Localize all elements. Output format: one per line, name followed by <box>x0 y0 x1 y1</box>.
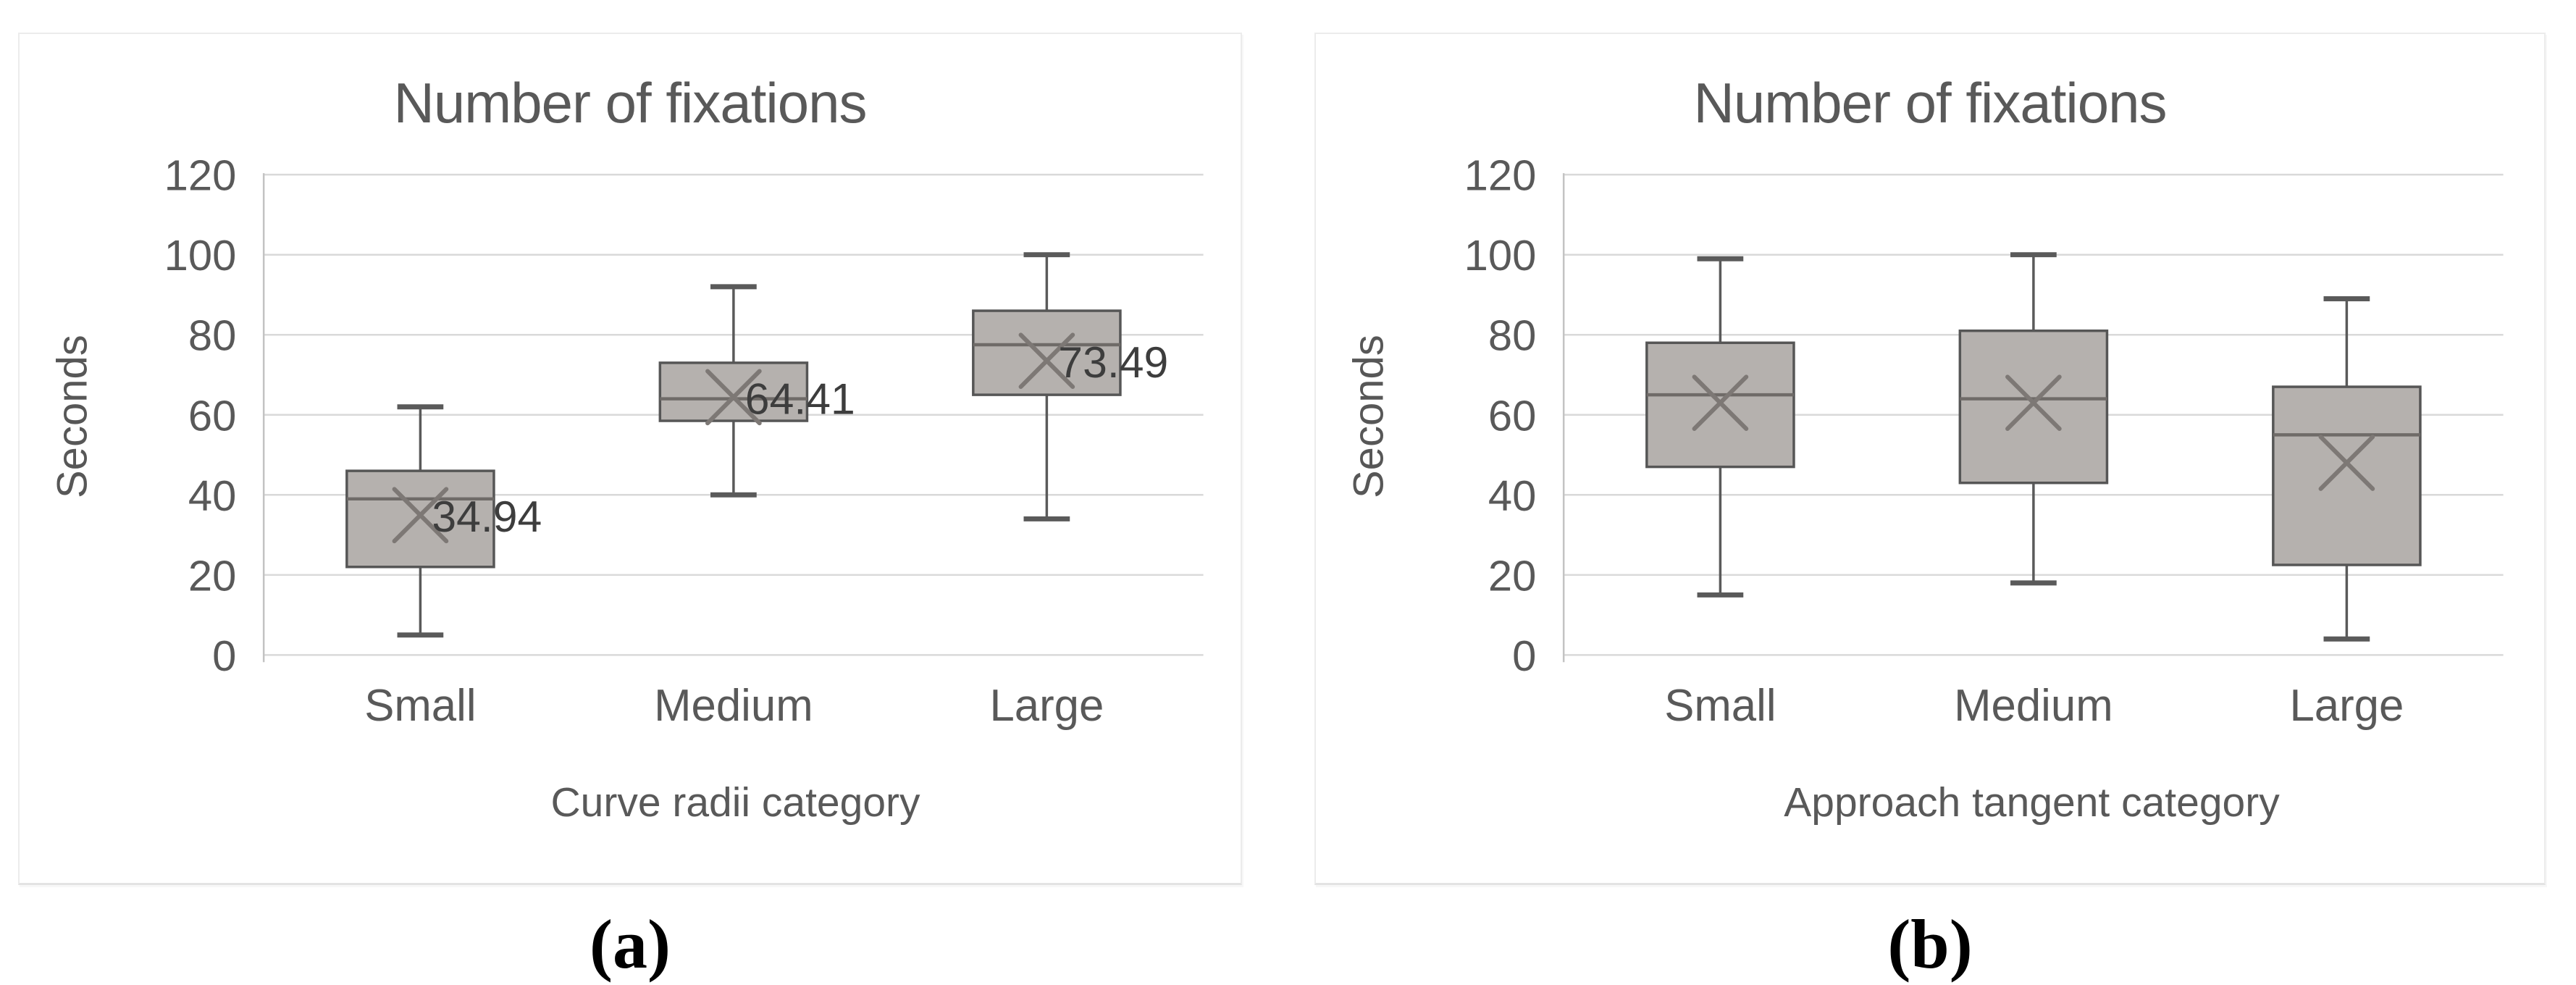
mean-value-label: 34.94 <box>432 492 542 541</box>
boxplot-canvas-a: 0 20 40 60 80 100 120 Small Medium Large 34.94 64.4… <box>164 151 1204 731</box>
mean-value-label: 64.41 <box>745 374 855 423</box>
y-tick-label-60: 60 <box>188 391 236 440</box>
y-tick-label-120: 120 <box>164 151 237 200</box>
subfigure-caption-a: (a) <box>590 905 671 983</box>
mean-x-marker <box>705 369 762 426</box>
box-large: 73.49 <box>972 252 1168 521</box>
mean-x-marker <box>1018 332 1075 390</box>
y-tick-label-100: 100 <box>164 231 237 280</box>
y-tick-label-100: 100 <box>1464 231 1537 280</box>
chart-title-a: Number of fixations <box>393 71 868 135</box>
y-tick-label-40: 40 <box>1488 471 1536 520</box>
x-category-label-medium: Medium <box>654 681 813 731</box>
mean-value-label: 73.49 <box>1058 338 1168 387</box>
iqr-box <box>2272 385 2422 566</box>
mean-x-marker <box>2318 435 2375 491</box>
x-category-label-large: Large <box>2289 681 2404 731</box>
y-tick-label-0: 0 <box>1512 632 1536 680</box>
y-tick-label-0: 0 <box>212 632 236 680</box>
y-tick-label-20: 20 <box>1488 551 1536 600</box>
chart-panel-b: Number of fixations Seconds 0 20 40 60 80 100… <box>1314 33 2546 885</box>
y-tick-label-20: 20 <box>188 551 236 600</box>
mean-x-marker <box>1692 374 1749 432</box>
chart-title-b: Number of fixations <box>1693 71 2168 135</box>
y-tick-label-120: 120 <box>1464 151 1537 200</box>
box-large <box>2272 296 2422 642</box>
y-tick-label-60: 60 <box>1488 391 1536 440</box>
x-axis-title-b: Approach tangent category <box>1784 779 2280 826</box>
iqr-box <box>658 361 809 422</box>
boxplot-canvas-b: 0 20 40 60 80 100 120 Small Medium Large <box>1464 151 2504 731</box>
mean-x-marker <box>2005 374 2062 432</box>
y-tick-label-40: 40 <box>188 471 236 520</box>
y-tick-label-80: 80 <box>1488 311 1536 360</box>
box-small: 34.94 <box>345 404 542 638</box>
box-medium <box>1958 252 2109 586</box>
y-tick-label-80: 80 <box>188 311 236 360</box>
box-small <box>1645 256 1795 598</box>
x-category-label-small: Small <box>1664 681 1776 731</box>
iqr-box <box>1958 329 2109 485</box>
chart-panel-a: Number of fixations Seconds 0 20 40 60 80 100… <box>18 33 1242 885</box>
x-category-label-small: Small <box>364 681 476 731</box>
mean-x-marker <box>392 487 449 544</box>
box-medium: 64.41 <box>658 284 855 498</box>
x-category-label-medium: Medium <box>1954 681 2113 731</box>
iqr-box <box>972 309 1122 396</box>
iqr-box <box>345 469 495 569</box>
subfigure-caption-b: (b) <box>1887 905 1973 983</box>
x-axis-title-a: Curve radii category <box>550 779 920 826</box>
x-category-label-large: Large <box>989 681 1104 731</box>
